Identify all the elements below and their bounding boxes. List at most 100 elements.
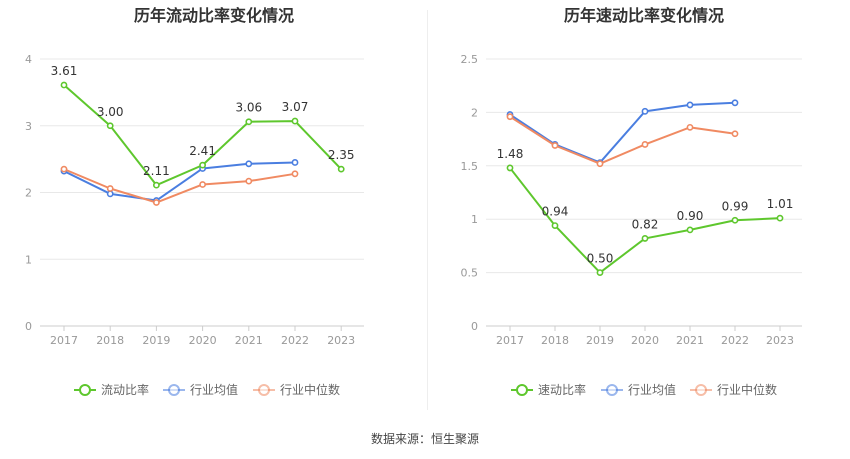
y-tick-label: 3 <box>25 120 32 133</box>
quick-ratio-industry-average-point <box>686 101 694 109</box>
current-ratio-industry-median-point <box>60 165 68 173</box>
current-ratio-main-point <box>106 122 114 130</box>
y-tick-label: 0 <box>471 320 478 333</box>
chart-title-quick-ratio: 历年速动比率变化情况 <box>563 6 724 25</box>
legend-label: 行业均值 <box>628 382 676 397</box>
x-tick-label: 2023 <box>327 334 355 347</box>
current-ratio-industry-median-point <box>106 185 114 192</box>
x-tick-label: 2020 <box>189 334 217 347</box>
current-ratio-main-point <box>337 165 345 173</box>
y-tick-label: 0.5 <box>461 267 479 280</box>
quick-ratio-data-label: 1.01 <box>767 197 794 211</box>
current-ratio-industry-median-point <box>291 170 299 178</box>
quick-ratio-main-point <box>506 164 514 172</box>
y-tick-label: 2.5 <box>461 53 479 66</box>
current-ratio-industry-average-point <box>291 159 299 166</box>
quick-ratio-main-point <box>731 216 739 224</box>
current-ratio-data-label: 3.61 <box>51 64 78 78</box>
x-tick-label: 2017 <box>496 334 524 347</box>
chart-title-current-ratio: 历年流动比率变化情况 <box>133 6 294 25</box>
current-ratio-main-point <box>199 161 206 169</box>
quick-ratio-main-point <box>641 235 649 242</box>
quick-ratio-main-point <box>551 222 559 230</box>
current-ratio-main-point <box>291 117 299 125</box>
current-ratio-industry-median-point <box>152 199 160 206</box>
y-tick-label: 4 <box>25 53 32 66</box>
data-source: 数据来源：恒生聚源 <box>370 432 479 446</box>
quick-ratio-industry-median-line <box>509 115 736 165</box>
legend-label: 行业均值 <box>190 382 238 397</box>
current-ratio-chart: 0 1 2 3 4 2017 2018 2019 2020 2021 2022 2023 3.61 3.0… <box>25 53 364 397</box>
legend-item-industry-median[interactable]: 行业中位数 <box>690 382 777 397</box>
quick-ratio-data-label: 0.50 <box>587 252 614 266</box>
quick-ratio-industry-median-point <box>731 130 739 138</box>
x-tick-label: 2019 <box>586 334 614 347</box>
current-ratio-main-point <box>245 118 253 126</box>
quick-ratio-industry-average-line <box>509 101 736 164</box>
legend-marker-icon <box>168 384 180 396</box>
current-ratio-industry-average-point <box>245 160 253 168</box>
x-tick-label: 2020 <box>631 334 659 347</box>
legend-item-industry-average[interactable]: 行业均值 <box>601 382 676 397</box>
legend-label: 行业中位数 <box>280 382 340 397</box>
current-ratio-industry-median-line <box>63 168 296 204</box>
current-ratio-data-label: 2.11 <box>143 164 170 178</box>
current-ratio-data-label: 3.00 <box>97 105 124 119</box>
quick-ratio-data-label: 0.90 <box>677 209 704 223</box>
quick-ratio-main-point <box>686 226 694 234</box>
quick-ratio-industry-median-point <box>686 123 694 131</box>
current-ratio-data-label: 3.07 <box>282 100 309 114</box>
y-tick-label: 2 <box>471 106 478 119</box>
legend-item-main[interactable]: 速动比率 <box>511 382 586 397</box>
current-ratio-industry-median-point <box>199 181 206 188</box>
current-ratio-data-label: 2.41 <box>189 144 216 158</box>
legend-label: 速动比率 <box>538 382 586 397</box>
current-ratio-main-point <box>152 181 160 189</box>
legend-marker-icon <box>516 384 528 396</box>
x-tick-label: 2018 <box>96 334 124 347</box>
x-tick-label: 2023 <box>766 334 794 347</box>
quick-ratio-industry-median-point <box>641 141 649 148</box>
current-ratio-data-label: 3.06 <box>235 101 262 115</box>
quick-ratio-industry-median-point <box>551 142 559 149</box>
x-tick-label: 2021 <box>676 334 704 347</box>
quick-ratio-industry-median-point <box>596 160 604 168</box>
x-tick-label: 2019 <box>142 334 170 347</box>
quick-ratio-industry-average-point <box>731 99 739 107</box>
quick-ratio-data-label: 0.82 <box>632 217 659 231</box>
legend-item-industry-average[interactable]: 行业均值 <box>163 382 238 397</box>
current-ratio-data-label: 2.35 <box>328 148 355 162</box>
quick-ratio-main-point <box>596 269 604 276</box>
y-tick-label: 1.5 <box>461 160 479 173</box>
x-tick-label: 2021 <box>235 334 263 347</box>
legend-item-industry-median[interactable]: 行业中位数 <box>253 382 340 397</box>
y-tick-label: 1 <box>471 213 478 226</box>
current-ratio-industry-average-line <box>63 161 296 202</box>
legend-label: 行业中位数 <box>717 382 777 397</box>
legend-marker-icon <box>695 384 707 396</box>
x-tick-label: 2017 <box>50 334 78 347</box>
quick-ratio-industry-median-point <box>506 113 514 121</box>
quick-ratio-data-label: 1.48 <box>497 147 524 161</box>
legend-marker-icon <box>258 384 270 396</box>
current-ratio-industry-median-point <box>245 177 253 185</box>
legend-label: 流动比率 <box>101 382 149 397</box>
current-ratio-industry-average-point <box>106 190 114 198</box>
quick-ratio-data-label: 0.99 <box>722 199 749 213</box>
legend-item-main[interactable]: 流动比率 <box>74 382 149 397</box>
legend-marker-icon <box>606 384 618 396</box>
panel-divider <box>427 10 428 410</box>
x-tick-label: 2022 <box>281 334 309 347</box>
x-tick-label: 2022 <box>721 334 749 347</box>
quick-ratio-industry-average-point <box>641 107 649 115</box>
x-tick-label: 2018 <box>541 334 569 347</box>
current-ratio-main-point <box>60 81 68 89</box>
y-tick-label: 2 <box>25 187 32 200</box>
legend-marker-icon <box>79 384 91 396</box>
y-tick-label: 1 <box>25 253 32 266</box>
quick-ratio-main-point <box>776 214 784 222</box>
quick-ratio-data-label: 0.94 <box>542 205 569 219</box>
quick-ratio-chart: 0 0.5 1 1.5 2 2.5 2017 2018 2019 2020 2021 2022 2023… <box>461 53 802 397</box>
